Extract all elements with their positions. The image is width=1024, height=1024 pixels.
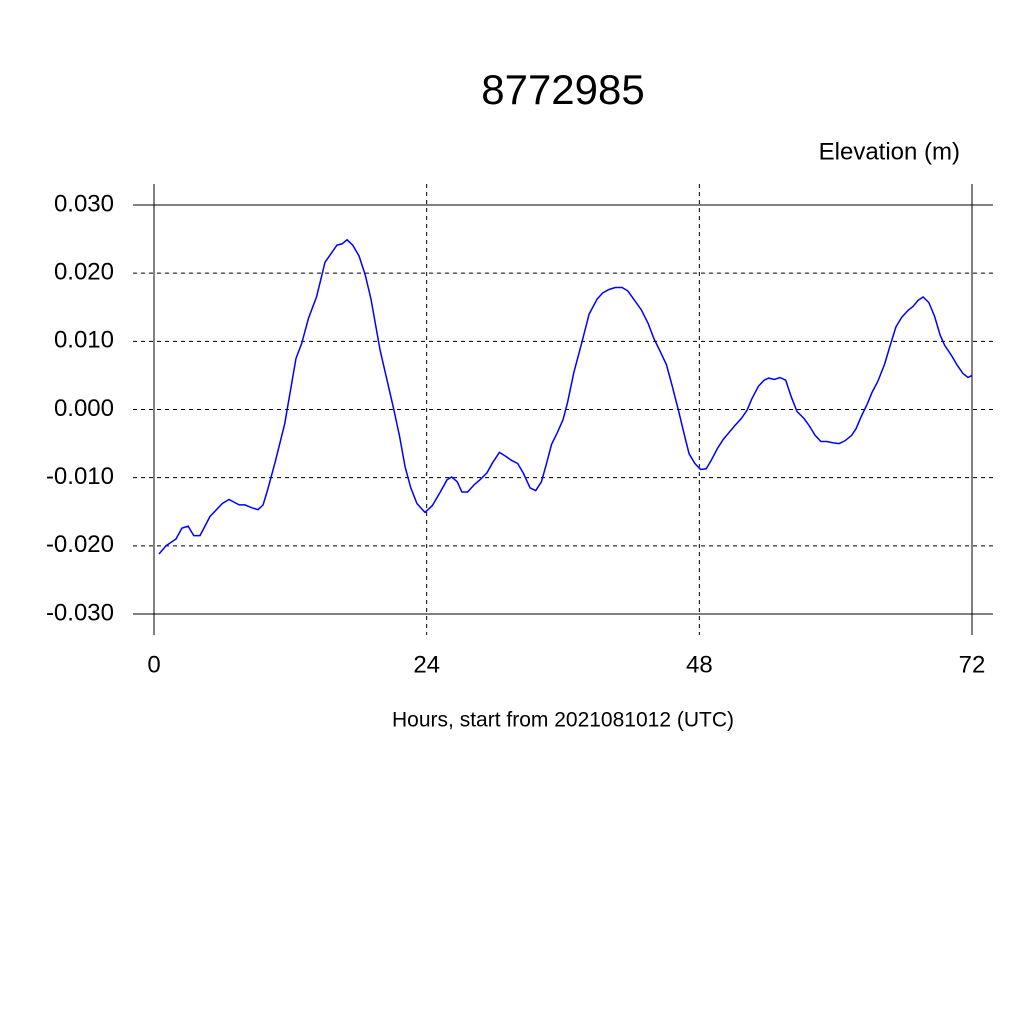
- x-axis-label: Hours, start from 2021081012 (UTC): [392, 709, 734, 732]
- y-tick-label: -0.030: [46, 599, 114, 626]
- chart-title: 8772985: [481, 66, 645, 113]
- x-tick-label: 72: [959, 651, 986, 678]
- y-tick-label: -0.010: [46, 463, 114, 490]
- x-tick-label: 24: [413, 651, 440, 678]
- y-tick-label: 0.000: [54, 395, 114, 422]
- y-axis-label: Elevation (m): [819, 138, 960, 165]
- y-tick-label: 0.010: [54, 327, 114, 354]
- y-tick-label: -0.020: [46, 531, 114, 558]
- y-tick-label: 0.020: [54, 259, 114, 286]
- x-tick-label: 0: [147, 651, 160, 678]
- line: [158, 238, 973, 555]
- y-tick-label: 0.030: [54, 190, 114, 217]
- x-tick-label: 48: [686, 651, 713, 678]
